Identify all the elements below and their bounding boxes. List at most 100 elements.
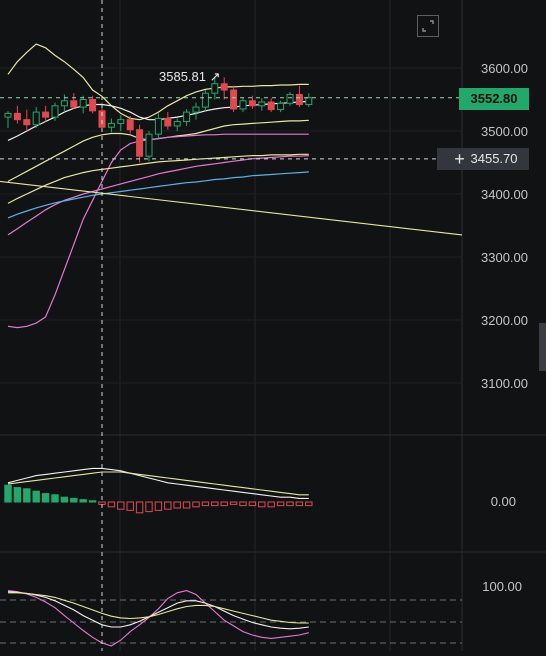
kdj-100-label: 100.00 (482, 579, 522, 594)
indicator-line (7, 43, 309, 121)
kdj-line (8, 592, 309, 624)
trend-line (0, 180, 463, 236)
crosshair-price-value: 3455.70 (470, 151, 518, 166)
macd-bar (32, 490, 40, 503)
candle-body (126, 119, 134, 131)
indicator-line (7, 155, 309, 236)
macd-line (7, 467, 309, 499)
indicator-line (7, 153, 309, 204)
high-price-value: 3585.81 (159, 69, 206, 84)
candle-body (4, 112, 12, 118)
candle-body (70, 100, 78, 108)
candle-body (79, 99, 87, 108)
macd-bar (295, 501, 304, 507)
macd-bar (88, 500, 97, 503)
candle-body (220, 83, 228, 91)
candle-body (239, 100, 247, 110)
candle-body (211, 83, 219, 94)
y-tick-label: 3100.00 (481, 376, 528, 391)
macd-bar (258, 501, 266, 508)
candle-body (201, 92, 209, 108)
fullscreen-button[interactable] (417, 15, 439, 37)
plus-icon[interactable]: + (454, 149, 465, 169)
y-tick-label: 3600.00 (481, 61, 528, 76)
macd-bar (164, 501, 172, 510)
macd-bar (229, 501, 238, 505)
macd-bar (13, 487, 22, 503)
last-price-tag: 3552.80 (459, 88, 529, 110)
macd-bar (117, 501, 125, 510)
candle-body (32, 111, 40, 126)
macd-bar (248, 501, 257, 507)
price-overlay-lines (0, 43, 463, 329)
candle-body (277, 102, 285, 111)
macd-bar (286, 501, 294, 507)
macd-bar (239, 501, 247, 507)
kdj-panel (0, 590, 462, 647)
macd-bar (192, 501, 200, 508)
macd-bar (145, 501, 153, 513)
kdj-line (7, 590, 309, 647)
side-panel-handle[interactable] (539, 323, 546, 371)
macd-bar (41, 493, 50, 503)
candle-body (258, 101, 266, 107)
candle-body (60, 100, 68, 107)
macd-bar (182, 501, 191, 509)
arrow-right-icon: ↗ (206, 69, 221, 84)
candle-body (295, 93, 303, 106)
candle-body (98, 110, 106, 128)
candle-body (117, 119, 125, 124)
crosshair-price-tag[interactable]: +3455.70 (437, 148, 529, 170)
macd-bar (51, 494, 59, 503)
y-tick-label: 3200.00 (481, 313, 528, 328)
candle-body (192, 106, 200, 113)
macd-bar (276, 501, 285, 507)
y-tick-label: 3400.00 (481, 187, 528, 202)
macd-bar (23, 488, 31, 503)
macd-bar (267, 501, 275, 508)
candle-body (286, 93, 294, 104)
macd-bar (135, 501, 144, 514)
candle-body (305, 97, 313, 106)
y-tick-label: 3300.00 (481, 250, 528, 265)
candle-body (13, 112, 21, 121)
candle-body (230, 89, 238, 110)
expand-icon (422, 20, 434, 32)
candle-body (145, 133, 153, 157)
candle-body (42, 111, 50, 118)
kdj-line (7, 591, 309, 630)
macd-bar (4, 484, 12, 503)
macd-bar (154, 501, 163, 511)
indicator-line (7, 133, 309, 329)
candle-body (89, 99, 97, 112)
candle-body (154, 117, 162, 135)
candle-body (267, 101, 275, 111)
macd-bar (211, 501, 219, 507)
macd-bar (79, 499, 87, 503)
crosshair-guides (0, 0, 462, 651)
y-tick-label: 3500.00 (481, 124, 528, 139)
macd-bar (173, 501, 181, 509)
candle-body (107, 122, 115, 128)
macd-bar (107, 501, 116, 508)
candle-body (173, 121, 181, 127)
macd-bar (70, 497, 78, 503)
indicator-line (7, 171, 309, 219)
macd-bar (305, 501, 313, 507)
candlestick-series (4, 76, 313, 163)
macd-bar (60, 496, 69, 503)
candle-body (183, 111, 191, 123)
high-price-annotation: 3585.81 ↗ (159, 69, 221, 85)
macd-bar (126, 501, 134, 511)
macd-bar (201, 501, 210, 507)
macd-bar (220, 501, 228, 507)
candle-body (136, 129, 144, 157)
macd-zero-label: 0.00 (490, 494, 516, 509)
macd-panel (4, 467, 313, 514)
candle-body (23, 119, 31, 126)
macd-line (7, 471, 309, 496)
candle-body (248, 100, 256, 107)
candle-body (51, 105, 59, 118)
candle-body (164, 117, 172, 127)
